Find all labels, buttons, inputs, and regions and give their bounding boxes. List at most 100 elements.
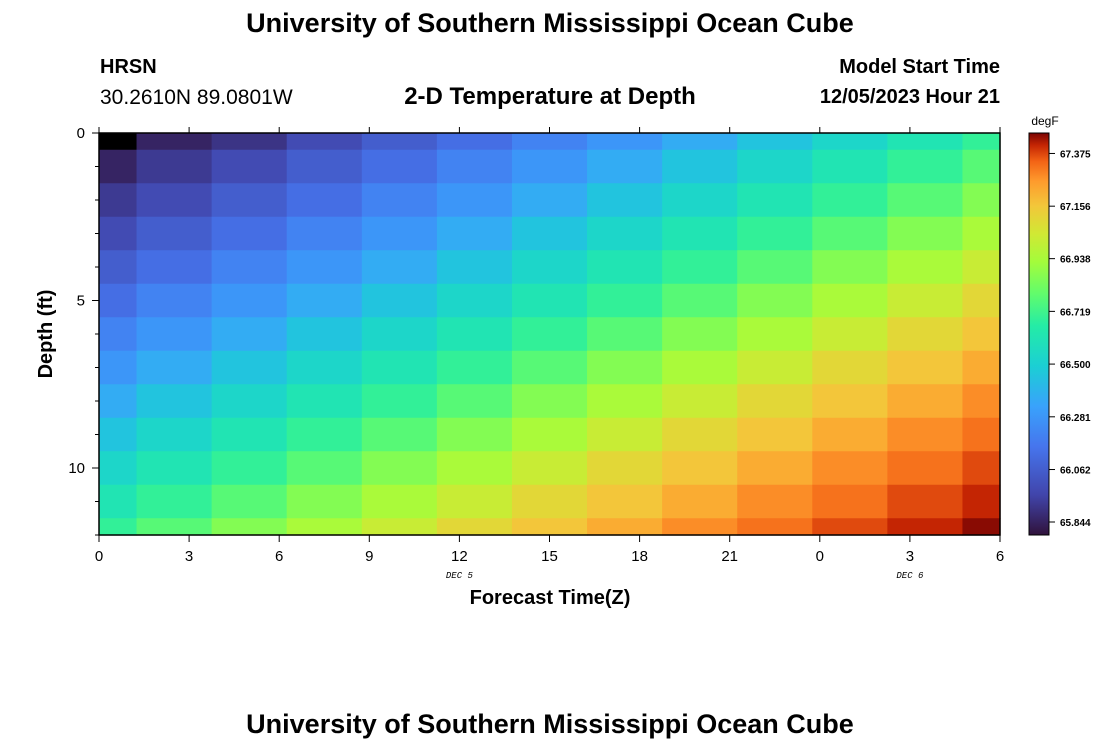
x-tick-label: 12 <box>451 548 468 565</box>
x-tick-label: 0 <box>816 548 824 565</box>
colorbar-tick-label: 66.938 <box>1060 255 1091 266</box>
heatmap-cell <box>962 317 1001 352</box>
heatmap-cell <box>211 484 288 519</box>
heatmap-cell <box>361 283 438 318</box>
heatmap-cell <box>737 350 813 385</box>
colorbar-tick-label: 66.719 <box>1060 307 1091 318</box>
heatmap-cell <box>662 384 738 419</box>
y-tick-label: 10 <box>68 460 85 477</box>
heatmap-cell <box>436 484 513 519</box>
heatmap-cell <box>587 149 663 184</box>
heatmap-cell <box>962 518 1001 536</box>
heatmap-cell <box>286 518 363 536</box>
heatmap-cell <box>962 451 1001 486</box>
heatmap-cell <box>511 384 588 419</box>
heatmap-cell <box>211 350 288 385</box>
colorbar-unit: degF <box>1031 114 1058 128</box>
heatmap-cell <box>962 384 1001 419</box>
heatmap-cell <box>887 350 964 385</box>
heatmap-cell <box>662 216 738 251</box>
heatmap-cell <box>737 451 813 486</box>
heatmap-cell <box>361 350 438 385</box>
heatmap-cell <box>887 451 964 486</box>
heatmap-cell <box>99 317 138 352</box>
heatmap-cell <box>737 216 813 251</box>
heatmap-cell <box>99 384 138 419</box>
heatmap-cell <box>737 384 813 419</box>
heatmap-cell <box>587 283 663 318</box>
heatmap-cell <box>286 317 363 352</box>
heatmap-cell <box>887 250 964 285</box>
heatmap-cell <box>361 317 438 352</box>
heatmap-cell <box>887 417 964 452</box>
heatmap-cell <box>286 149 363 184</box>
heatmap-cell <box>99 250 138 285</box>
heatmap-cell <box>812 384 888 419</box>
heatmap-cell <box>99 283 138 318</box>
heatmap-cell <box>962 149 1001 184</box>
heatmap-cell <box>136 250 213 285</box>
heatmap-cell <box>511 250 588 285</box>
heatmap-cell <box>662 250 738 285</box>
heatmap-cell <box>887 317 964 352</box>
heatmap-cell <box>286 250 363 285</box>
heatmap-cell <box>662 350 738 385</box>
heatmap-cell <box>136 484 213 519</box>
heatmap-cell <box>436 250 513 285</box>
heatmap-cell <box>662 133 738 151</box>
heatmap-cell <box>511 451 588 486</box>
heatmap-cell <box>511 133 588 151</box>
heatmap-cell <box>436 149 513 184</box>
heatmap-cell <box>737 250 813 285</box>
heatmap-cell <box>587 484 663 519</box>
heatmap-cell <box>361 484 438 519</box>
heatmap-cell <box>211 317 288 352</box>
heatmap-cell <box>887 283 964 318</box>
heatmap-cell <box>812 183 888 218</box>
chart-title: University of Southern Mississippi Ocean… <box>246 8 854 38</box>
heatmap-cell <box>587 417 663 452</box>
heatmap-cell <box>436 518 513 536</box>
heatmap-cell <box>962 350 1001 385</box>
heatmap-cell <box>99 350 138 385</box>
x-tick-label: 0 <box>95 548 103 565</box>
heatmap-cell <box>737 317 813 352</box>
heatmap-cell <box>286 417 363 452</box>
heatmap-cell <box>361 149 438 184</box>
heatmap-cell <box>587 384 663 419</box>
heatmap-cell <box>286 484 363 519</box>
heatmap-cell <box>812 417 888 452</box>
heatmap-cell <box>887 484 964 519</box>
heatmap-cell <box>962 417 1001 452</box>
heatmap-cell <box>136 317 213 352</box>
heatmap-cell <box>737 133 813 151</box>
x-tick-label: 6 <box>275 548 283 565</box>
heatmap-cell <box>812 133 888 151</box>
heatmap-cell <box>136 451 213 486</box>
heatmap-cells <box>99 133 1001 536</box>
heatmap-cell <box>737 518 813 536</box>
heatmap-cell <box>587 133 663 151</box>
heatmap-cell <box>286 451 363 486</box>
x-axis: 0 3 6 9 12 15 18 21 0 3 6 DEC 5 DEC 6 <box>95 127 1004 581</box>
heatmap-cell <box>662 417 738 452</box>
heatmap-cell <box>99 484 138 519</box>
colorbar-tick-label: 67.375 <box>1060 149 1091 160</box>
heatmap-cell <box>136 216 213 251</box>
y-tick-label: 5 <box>77 293 85 310</box>
heatmap-cell <box>962 250 1001 285</box>
heatmap-cell <box>812 216 888 251</box>
heatmap-cell <box>211 133 288 151</box>
heatmap-cell <box>136 183 213 218</box>
heatmap-cell <box>587 518 663 536</box>
x-axis-label: Forecast Time(Z) <box>470 587 631 609</box>
heatmap-cell <box>511 183 588 218</box>
heatmap-cell <box>511 417 588 452</box>
heatmap-cell <box>436 317 513 352</box>
heatmap-cell <box>361 133 438 151</box>
heatmap-cell <box>511 518 588 536</box>
heatmap-cell <box>887 216 964 251</box>
heatmap-cell <box>211 417 288 452</box>
heatmap-cell <box>587 183 663 218</box>
